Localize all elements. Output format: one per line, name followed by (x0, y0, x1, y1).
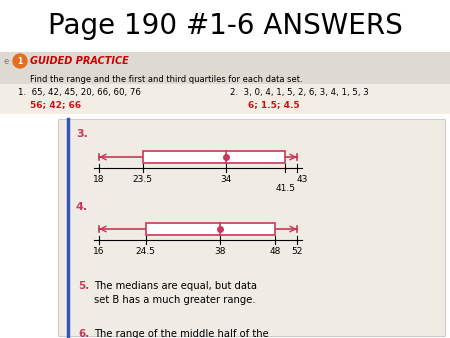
Text: set B has a much greater range.: set B has a much greater range. (94, 295, 256, 305)
Text: 5.: 5. (78, 281, 89, 291)
Bar (0, 84, 450, 114)
Text: 16: 16 (93, 247, 105, 256)
Text: e: e (4, 56, 9, 66)
Text: 38: 38 (214, 247, 226, 256)
Text: 1.  65, 42, 45, 20, 66, 60, 76: 1. 65, 42, 45, 20, 66, 60, 76 (18, 88, 141, 97)
Text: 52: 52 (291, 247, 303, 256)
Bar (0, 52, 450, 70)
Bar (0, 70, 450, 84)
Text: 6; 1.5; 4.5: 6; 1.5; 4.5 (248, 100, 300, 110)
Bar (146, 223, 275, 235)
Text: 2.  3, 0, 4, 1, 5, 2, 6, 3, 4, 1, 5, 3: 2. 3, 0, 4, 1, 5, 2, 6, 3, 4, 1, 5, 3 (230, 88, 369, 97)
Text: The medians are equal, but data: The medians are equal, but data (94, 281, 257, 291)
Text: 56; 42; 66: 56; 42; 66 (30, 100, 81, 110)
Circle shape (13, 54, 27, 68)
Text: Page 190 #1-6 ANSWERS: Page 190 #1-6 ANSWERS (48, 12, 402, 40)
Text: 4.: 4. (76, 202, 88, 212)
Bar (143, 151, 285, 163)
Text: 3.: 3. (76, 129, 88, 139)
Text: 34: 34 (220, 175, 231, 184)
Text: 24.5: 24.5 (136, 247, 156, 256)
Text: GUIDED PRACTICE: GUIDED PRACTICE (30, 56, 129, 66)
Text: 18: 18 (93, 175, 105, 184)
Text: The range of the middle half of the: The range of the middle half of the (94, 329, 269, 338)
Text: 43: 43 (297, 175, 308, 184)
Text: Find the range and the first and third quartiles for each data set.: Find the range and the first and third q… (30, 75, 302, 84)
Text: 6.: 6. (78, 329, 89, 338)
Text: 1: 1 (18, 56, 22, 66)
Text: 23.5: 23.5 (133, 175, 153, 184)
Bar (58, 119, 445, 336)
Text: 48: 48 (269, 247, 281, 256)
Text: 41.5: 41.5 (275, 184, 295, 193)
